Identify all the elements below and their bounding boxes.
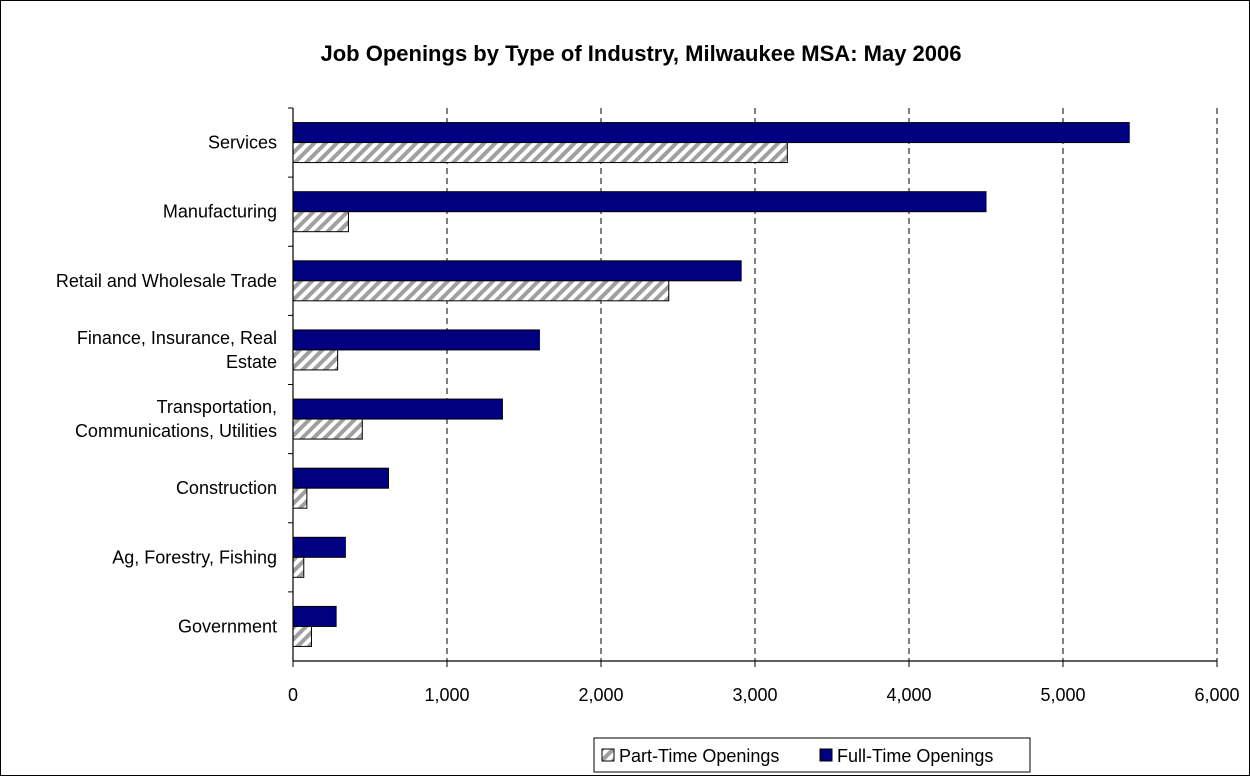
bar-full-time [292,467,389,489]
legend-swatch-full-time [819,748,833,762]
x-tick-label: 6,000 [1194,685,1239,705]
bar-full-time [292,260,742,282]
x-tick-label: 2,000 [578,685,623,705]
category-label: Government [178,616,277,636]
bar-full-time [292,398,503,420]
legend-label-full-time: Full-Time Openings [837,746,993,766]
bar-full-time [292,122,1130,144]
bar-full-time [292,191,987,213]
bar-part-time [292,625,312,647]
x-tick-label: 0 [288,685,298,705]
category-labels: Services Manufacturing Retail and Wholesal… [56,133,277,637]
x-tick-label: 3,000 [732,685,777,705]
legend-box [593,737,1031,773]
bar-part-time [292,142,788,164]
legend: Part-Time Openings Full-Time Openings [593,737,1031,773]
bar-full-time [292,536,346,558]
gridlines [446,108,1218,661]
x-tick-label: 5,000 [1040,685,1085,705]
axes [288,107,1218,667]
bar-part-time [292,349,339,371]
chart-title: Job Openings by Type of Industry, Milwau… [321,41,962,66]
category-label: Finance, Insurance, Real Estate [77,328,277,372]
bars [292,122,1130,647]
category-label: Manufacturing [163,202,277,222]
category-label: Transportation, Communications, Utilities [75,397,277,441]
bar-full-time [292,329,540,351]
category-label: Services [208,133,277,153]
category-label: Ag, Forestry, Fishing [112,547,277,567]
bar-part-time [292,487,308,509]
x-tick-labels: 0 1,000 2,000 3,000 4,000 5,000 6,000 [288,685,1240,705]
bar-part-time [292,556,305,578]
category-label: Retail and Wholesale Trade [56,271,277,291]
legend-swatch-part-time [601,748,615,762]
legend-label-part-time: Part-Time Openings [619,746,779,766]
bar-part-time [292,418,363,440]
bar-full-time [292,605,337,627]
x-tick-label: 1,000 [424,685,469,705]
bar-part-time [292,280,670,302]
x-tick-label: 4,000 [886,685,931,705]
category-label: Construction [176,478,277,498]
bar-part-time [292,211,349,233]
